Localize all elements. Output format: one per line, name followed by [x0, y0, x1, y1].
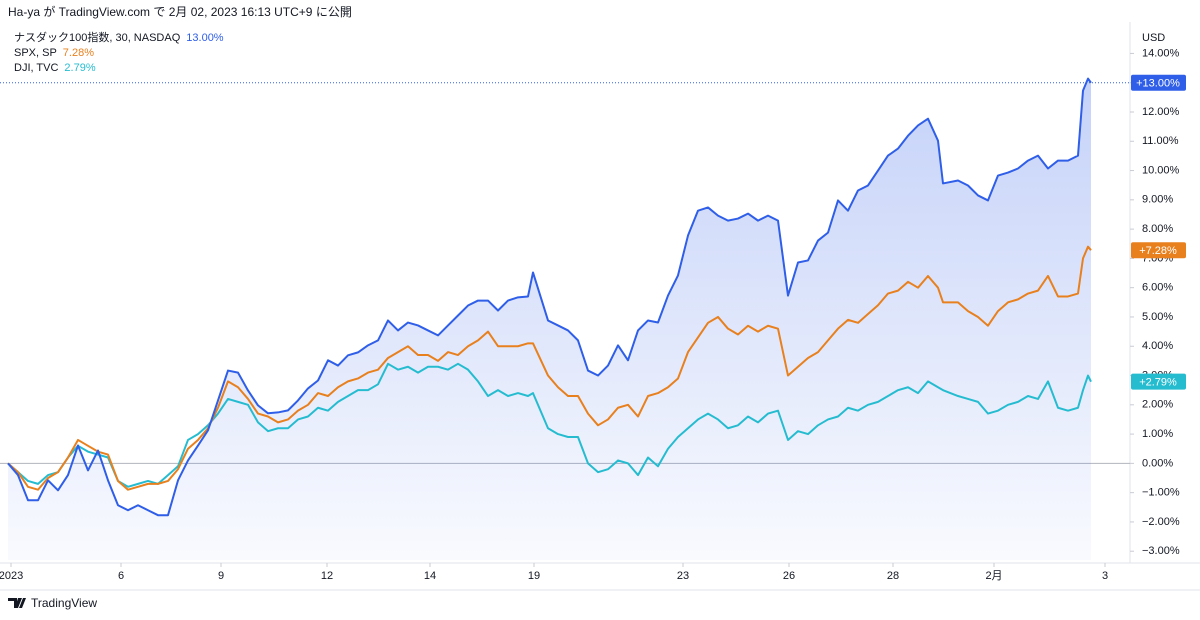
y-tick-label: 9.00%	[1142, 194, 1173, 206]
y-tick-label: 8.00%	[1142, 223, 1173, 235]
price-tag-label: +13.00%	[1136, 78, 1180, 90]
y-tick-label: 10.00%	[1142, 164, 1180, 176]
legend-name: SPX, SP	[14, 47, 57, 59]
y-tick-label: −2.00%	[1142, 516, 1180, 528]
legend-name: ナスダック100指数, 30, NASDAQ	[14, 30, 181, 44]
price-tag-label: +7.28%	[1139, 245, 1177, 257]
y-tick-label: 4.00%	[1142, 340, 1173, 352]
price-tag-label: +2.79%	[1139, 377, 1177, 389]
x-tick-label: 14	[424, 570, 436, 582]
legend-entry: SPX, SP 7.28%	[14, 47, 94, 59]
x-tick-label: 9	[218, 570, 224, 582]
legend-entry: DJI, TVC 2.79%	[14, 62, 96, 74]
price-tag	[1131, 74, 1186, 91]
legend-name: DJI, TVC	[14, 62, 58, 74]
x-tick-label: 19	[528, 570, 540, 582]
x-tick-label: 3	[1102, 570, 1108, 582]
y-tick-label: 2.00%	[1142, 399, 1173, 411]
x-tick-label: 6	[118, 570, 124, 582]
area	[8, 78, 1091, 561]
legend-value: 2.79%	[64, 62, 95, 74]
x-tick-label: 12	[321, 570, 333, 582]
header: Ha-ya が TradingView.com で 2月 02, 2023 16…	[8, 4, 352, 19]
y-unit: USD	[1142, 32, 1165, 44]
y-tick-label: −3.00%	[1142, 545, 1180, 557]
series-line	[7, 362, 1092, 488]
legend-entry: ナスダック100指数, 30, NASDAQ 13.00%	[14, 30, 224, 44]
price-tag	[1131, 242, 1186, 259]
y-tick-label: 0.00%	[1142, 457, 1173, 469]
y-tick-label: 1.00%	[1142, 428, 1173, 440]
y-tick-label: −1.00%	[1142, 487, 1180, 499]
y-tick-label: 14.00%	[1142, 47, 1180, 59]
legend-value: 7.28%	[63, 47, 94, 59]
x-tick-label: 23	[677, 570, 689, 582]
y-tick-label: 6.00%	[1142, 282, 1173, 294]
series-line	[7, 245, 1092, 491]
y-tick-label: 12.00%	[1142, 106, 1180, 118]
y-tick-label: 5.00%	[1142, 311, 1173, 323]
x-tick-label: 26	[783, 570, 795, 582]
y-tick-label: 11.00%	[1142, 135, 1179, 147]
tv-logo	[8, 598, 26, 608]
footer-brand: TradingView	[31, 596, 97, 610]
legend-value: 13.00%	[186, 32, 224, 44]
x-tick-label: 2023	[0, 570, 23, 582]
price-tag	[1131, 373, 1186, 390]
x-tick-label: 2月	[985, 570, 1002, 582]
x-tick-label: 28	[887, 570, 899, 582]
series-line	[7, 77, 1092, 517]
